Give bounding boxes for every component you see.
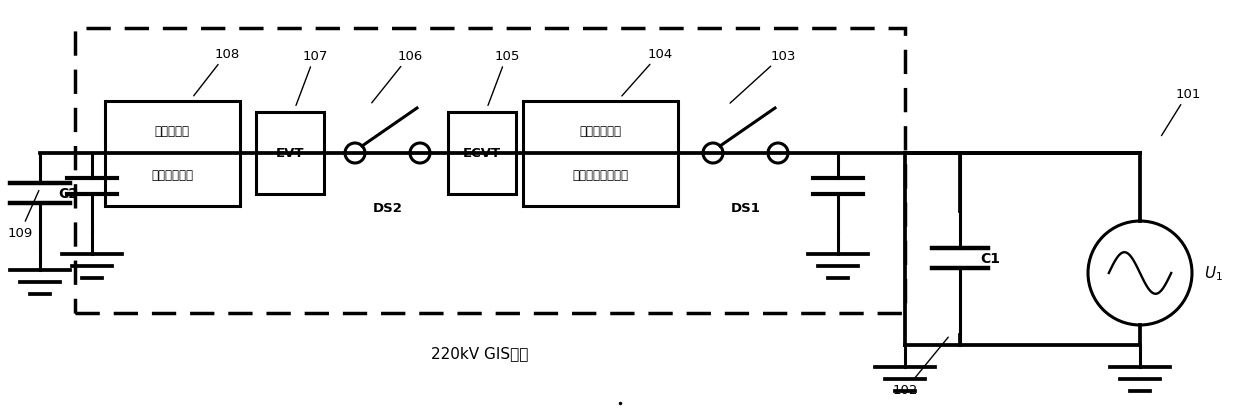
Text: ECVT: ECVT bbox=[463, 147, 501, 160]
Text: 102: 102 bbox=[893, 337, 949, 396]
FancyBboxPatch shape bbox=[104, 101, 239, 206]
FancyBboxPatch shape bbox=[255, 113, 324, 195]
Text: 108: 108 bbox=[193, 47, 239, 97]
FancyBboxPatch shape bbox=[522, 101, 677, 206]
Text: 105: 105 bbox=[489, 50, 520, 106]
Text: 107: 107 bbox=[296, 50, 327, 106]
Text: 220kV GIS管道: 220kV GIS管道 bbox=[432, 346, 528, 361]
Text: DS1: DS1 bbox=[730, 202, 760, 214]
FancyBboxPatch shape bbox=[448, 113, 516, 195]
Text: 103: 103 bbox=[730, 50, 796, 104]
Text: C2: C2 bbox=[58, 187, 78, 201]
Text: 第一次暂态电: 第一次暂态电 bbox=[579, 125, 621, 138]
Text: 101: 101 bbox=[1162, 87, 1200, 136]
Text: 109: 109 bbox=[7, 191, 38, 240]
Text: DS2: DS2 bbox=[372, 202, 403, 214]
Text: $U_1$: $U_1$ bbox=[1204, 264, 1223, 282]
Text: 第二次暂态: 第二次暂态 bbox=[155, 125, 190, 138]
Text: 电压测试系统: 电压测试系统 bbox=[151, 169, 193, 182]
Text: EVT: EVT bbox=[275, 147, 304, 160]
Text: 104: 104 bbox=[621, 47, 672, 97]
Text: 106: 106 bbox=[372, 50, 423, 104]
Text: 压、电流测试系统: 压、电流测试系统 bbox=[572, 169, 627, 182]
Text: C1: C1 bbox=[980, 252, 999, 266]
